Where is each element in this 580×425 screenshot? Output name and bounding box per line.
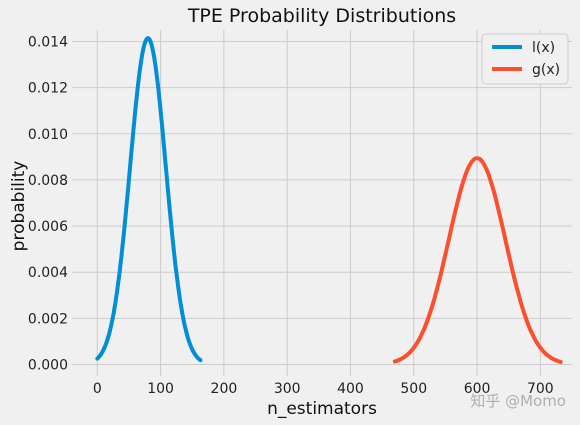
y-tick-label: 0.008: [28, 173, 68, 189]
x-axis-ticks: 0 100 200 300 400 500 600 700: [93, 381, 554, 397]
chart-title: TPE Probability Distributions: [187, 5, 456, 27]
series-line-g(x): [392, 156, 563, 364]
series-lines: [95, 36, 563, 364]
legend: l(x) g(x): [481, 33, 569, 85]
y-tick-label: 0.010: [28, 127, 68, 143]
series-line-l(x): [95, 36, 203, 363]
x-tick-label: 200: [211, 381, 238, 397]
x-tick-label: 600: [464, 381, 491, 397]
x-tick-label: 700: [527, 381, 554, 397]
x-tick-label: 500: [400, 381, 427, 397]
y-axis-ticks: 0.000 0.002 0.004 0.006 0.008 0.010 0.012 0.014: [28, 35, 68, 374]
y-tick-label: 0.012: [28, 81, 68, 97]
x-tick-label: 300: [274, 381, 301, 397]
legend-label: l(x): [532, 40, 555, 56]
y-tick-label: 0.014: [28, 35, 68, 51]
y-tick-label: 0.002: [28, 311, 68, 327]
x-tick-label: 400: [337, 381, 364, 397]
grid: [72, 30, 572, 376]
y-tick-label: 0.000: [28, 357, 68, 373]
x-tick-label: 0: [93, 381, 102, 397]
y-tick-label: 0.004: [28, 265, 68, 281]
watermark: 知乎 @Momo: [470, 392, 566, 410]
y-axis-label: probability: [9, 161, 29, 252]
x-tick-label: 100: [147, 381, 174, 397]
x-axis-label: n_estimators: [267, 399, 377, 419]
legend-label: g(x): [532, 62, 560, 78]
y-tick-label: 0.006: [28, 219, 68, 235]
